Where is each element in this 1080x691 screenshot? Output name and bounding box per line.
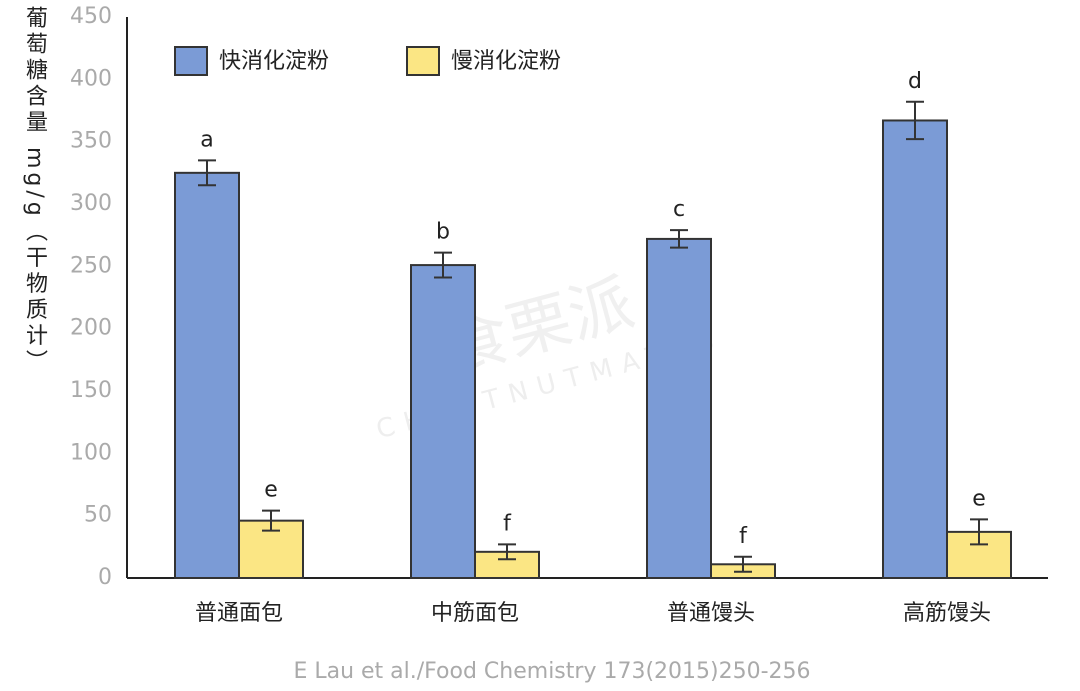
error-bar xyxy=(198,159,216,187)
y-tick-label: 50 xyxy=(84,503,112,528)
y-tick-label: 0 xyxy=(98,565,112,590)
significance-label: e xyxy=(264,478,278,503)
significance-label: a xyxy=(200,127,213,152)
y-tick-label: 250 xyxy=(70,253,112,278)
y-tick-label: 150 xyxy=(70,378,112,403)
source: E Lau et al./Food Chemistry 173(2015)250… xyxy=(293,659,810,684)
error-bar xyxy=(434,251,452,279)
x-tick-label: 中筋面包 xyxy=(431,601,519,626)
significance-label: b xyxy=(436,220,450,245)
bar xyxy=(410,264,476,579)
error-bar xyxy=(498,543,516,561)
y-tick-label: 100 xyxy=(70,440,112,465)
y-tick-label: 350 xyxy=(70,129,112,154)
error-bar xyxy=(970,518,988,546)
error-bar xyxy=(670,229,688,249)
significance-label: e xyxy=(972,486,986,511)
bar xyxy=(882,119,948,580)
bar xyxy=(474,550,540,580)
bar xyxy=(646,237,712,579)
legend-swatch xyxy=(174,46,208,76)
significance-label: f xyxy=(739,524,748,549)
error-bar xyxy=(906,100,924,141)
legend-label: 快消化淀粉 xyxy=(219,49,329,74)
y-tick-label: 400 xyxy=(70,66,112,91)
y-tick-label: 200 xyxy=(70,316,112,341)
significance-label: d xyxy=(908,69,922,94)
legend-label: 慢消化淀粉 xyxy=(451,49,561,74)
y-tick-label: 450 xyxy=(70,4,112,29)
error-bar xyxy=(734,555,752,573)
y-tick-label: 300 xyxy=(70,191,112,216)
x-tick-label: 普通馒头 xyxy=(667,601,755,626)
significance-label: f xyxy=(503,511,512,536)
bar xyxy=(174,171,240,579)
legend-swatch xyxy=(406,46,440,76)
x-tick-label: 普通面包 xyxy=(195,601,283,626)
significance-label: c xyxy=(673,197,685,222)
x-tick-label: 高筋馒头 xyxy=(903,601,991,626)
error-bar xyxy=(262,509,280,532)
y-axis-label: 葡萄糖含量 mg/g（干物质计） xyxy=(22,6,47,376)
